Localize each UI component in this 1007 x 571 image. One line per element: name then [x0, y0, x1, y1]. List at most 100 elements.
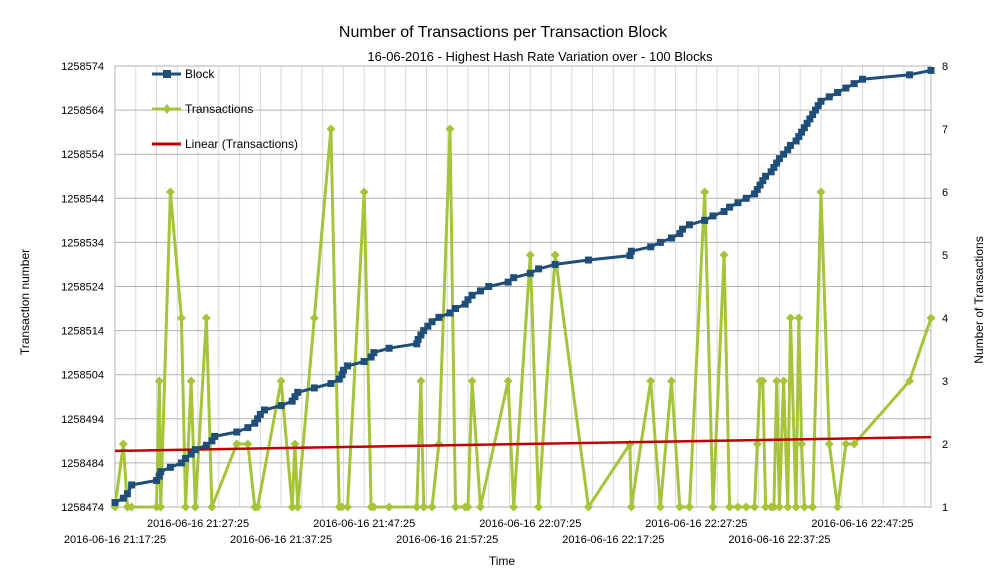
legend-block-marker [163, 70, 171, 78]
block-point [385, 344, 393, 352]
block-point [685, 221, 693, 229]
block-point [420, 327, 428, 335]
block-point [667, 234, 675, 242]
x-tick-label: 2016-06-16 22:07:25 [479, 518, 581, 530]
block-point [339, 366, 347, 374]
block-point [424, 322, 432, 330]
block-point [842, 84, 850, 92]
transactions-point [427, 502, 437, 512]
block-point [784, 146, 792, 154]
block-point [338, 371, 346, 379]
chart-title: Number of Transactions per Transaction B… [339, 24, 668, 41]
block-point [627, 247, 635, 255]
block-point [182, 454, 190, 462]
block-point [825, 93, 833, 101]
transactions-point [849, 439, 859, 449]
block-point [656, 238, 664, 246]
y2-tick-label: 5 [942, 250, 948, 262]
block-point [251, 419, 259, 427]
block-point [927, 66, 935, 74]
y-tick-label: 1258514 [61, 326, 104, 338]
block-point [701, 216, 709, 224]
block-point [798, 128, 806, 136]
block-point [734, 199, 742, 207]
block-point [504, 278, 512, 286]
block-point [780, 150, 788, 158]
block-point [233, 428, 241, 436]
transactions-point [774, 502, 784, 512]
transactions-point [791, 502, 801, 512]
series-layer [110, 66, 936, 512]
y2-tick-label: 1 [942, 502, 948, 514]
transactions-point [186, 376, 196, 386]
block-point [676, 230, 684, 238]
legend-linear-label: Linear (Transactions) [185, 137, 298, 151]
y-axis-ticks: 1258474 1258484 1258494 1258504 1258514 12585… [61, 61, 104, 514]
block-point [446, 309, 454, 317]
transactions-point [154, 376, 164, 386]
transactions-point [725, 502, 735, 512]
transactions-point [926, 313, 936, 323]
transactions-point [463, 502, 473, 512]
transactions-point [779, 376, 789, 386]
block-point [360, 357, 368, 365]
transactions-point [190, 502, 200, 512]
y2-axis-label: Number of Transactions [972, 236, 986, 363]
block-point [157, 468, 165, 476]
transactions-point [337, 502, 347, 512]
transactions-point [750, 502, 760, 512]
transactions-point [797, 439, 807, 449]
x-tick-label: 2016-06-16 21:37:25 [230, 534, 332, 546]
block-point [834, 88, 842, 96]
block-point [742, 194, 750, 202]
transactions-point [783, 502, 793, 512]
block-point [260, 406, 268, 414]
transactions-point [176, 313, 186, 323]
block-point [294, 388, 302, 396]
legend: Block Transactions Linear (Transactions) [152, 67, 298, 151]
y2-tick-label: 8 [942, 61, 948, 73]
block-point [208, 437, 216, 445]
transactions-point [525, 250, 535, 260]
block-point [244, 424, 252, 432]
y2-tick-label: 2 [942, 439, 948, 451]
block-point [756, 181, 764, 189]
transactions-point [799, 502, 809, 512]
block-point [211, 432, 219, 440]
x-tick-label: 2016-06-16 21:47:25 [313, 518, 415, 530]
transactions-point [232, 439, 242, 449]
transactions-point [384, 502, 394, 512]
block-point [128, 481, 136, 489]
transactions-point [475, 502, 485, 512]
transactions-point [207, 502, 217, 512]
block-point [795, 133, 803, 141]
block-point [288, 397, 296, 405]
transactions-point [719, 250, 729, 260]
x-tick-label: 2016-06-16 22:47:25 [811, 518, 913, 530]
y-tick-label: 1258484 [61, 458, 104, 470]
transactions-point [293, 502, 303, 512]
block-point [773, 159, 781, 167]
block-point [166, 463, 174, 471]
y-tick-label: 1258574 [61, 61, 104, 73]
x-axis-ticks: 2016-06-16 21:27:25 2016-06-16 21:47:25 20… [64, 518, 914, 546]
x-tick-label: 2016-06-16 22:37:25 [728, 534, 830, 546]
block-point [647, 243, 655, 251]
block-point [344, 362, 352, 370]
y-tick-label: 1258524 [61, 282, 104, 294]
legend-transactions-label: Transactions [185, 102, 253, 116]
transactions-point [808, 502, 818, 512]
block-point [762, 172, 770, 180]
y-tick-label: 1258474 [61, 502, 104, 514]
block-point [476, 287, 484, 295]
block-point [177, 459, 185, 467]
block-point [792, 137, 800, 145]
block-point [850, 80, 858, 88]
x-tick-label: 2016-06-16 21:17:25 [64, 534, 166, 546]
transactions-point [741, 502, 751, 512]
block-point [417, 331, 425, 339]
block-point [155, 472, 163, 480]
y-axis-label: Transaction number [18, 249, 32, 355]
block-point [535, 265, 543, 273]
transactions-point [626, 502, 636, 512]
